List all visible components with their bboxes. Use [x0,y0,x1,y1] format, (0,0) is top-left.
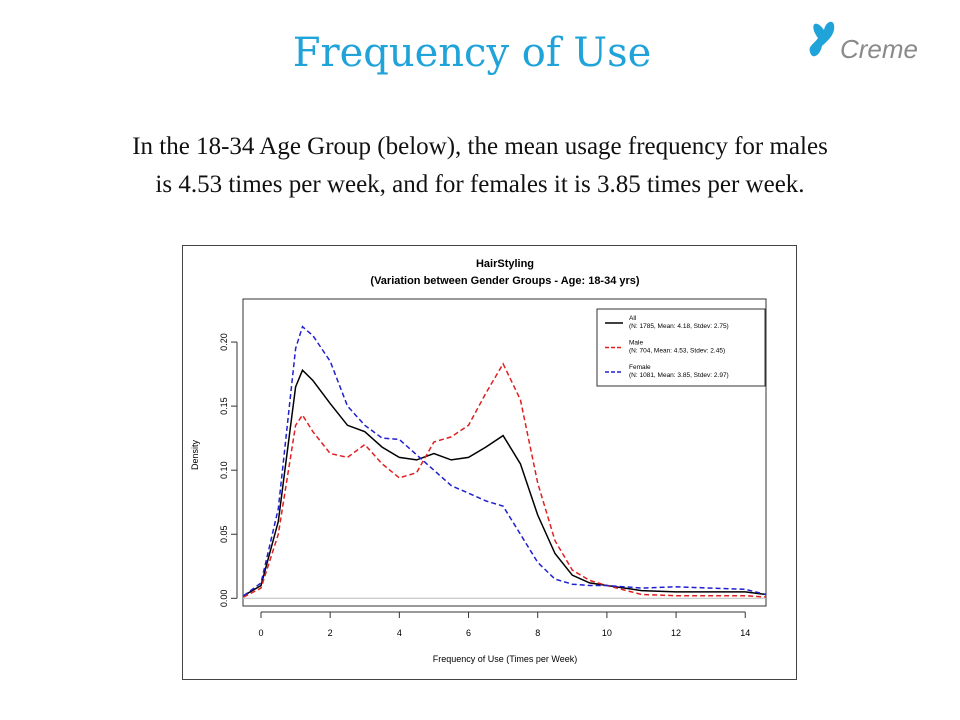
y-tick-label: 0.05 [219,525,229,543]
x-tick-label: 10 [602,628,612,638]
x-tick-label: 4 [397,628,402,638]
series-line [243,325,767,597]
legend-detail: (N: 1785, Mean: 4.18, Stdev: 2.75) [629,323,729,330]
logo: Creme [809,21,918,64]
body-line: is 4.53 times per week, and for females … [155,171,805,198]
y-axis-label: Density [190,439,200,470]
x-tick-label: 0 [258,628,263,638]
slide-title: Frequency of Use [292,30,652,76]
logo-icon [809,21,835,57]
logo-text: Creme [840,34,918,64]
chart-subtitle: (Variation between Gender Groups - Age: … [370,275,639,287]
legend-detail: (N: 704, Mean: 4.53, Stdev: 2.45) [629,348,725,355]
slide-body: In the 18-34 Age Group (below), the mean… [20,128,940,204]
y-tick-label: 0.20 [219,333,229,351]
legend-detail: (N: 1081, Mean: 3.85, Stdev: 2.97) [629,372,729,379]
legend-label: All [629,315,637,322]
x-tick-label: 6 [466,628,471,638]
x-tick-label: 8 [535,628,540,638]
legend-label: Female [629,364,651,371]
y-tick-label: 0.10 [219,461,229,479]
series-line [243,362,767,598]
body-line: In the 18-34 Age Group (below), the mean… [132,133,828,160]
y-tick-label: 0.00 [219,590,229,608]
y-tick-label: 0.15 [219,397,229,415]
x-axis-label: Frequency of Use (Times per Week) [433,654,578,664]
plot-area [242,298,767,607]
x-tick-label: 12 [671,628,681,638]
legend-box [596,308,766,387]
series-line [243,368,767,597]
chart-title: HairStyling [476,258,534,270]
legend-label: Male [629,340,643,347]
x-tick-label: 14 [740,628,750,638]
x-tick-label: 2 [328,628,333,638]
